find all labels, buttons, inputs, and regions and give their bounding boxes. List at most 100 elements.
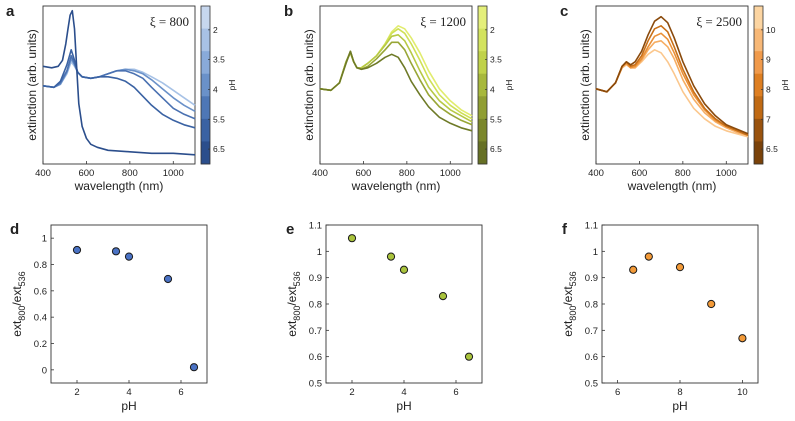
y-tick-label: 0.4 — [34, 313, 47, 324]
data-point — [399, 265, 409, 274]
colorbar-tick-label: 4 — [490, 84, 495, 94]
colorbar-tick-label: 3.5 — [490, 55, 502, 65]
x-tick-label: 600 — [631, 168, 647, 179]
y-label-base1: ext — [285, 320, 299, 337]
data-point — [189, 363, 199, 372]
x-tick-label: 4 — [126, 387, 131, 398]
colorbar-segment — [201, 6, 210, 29]
data-point — [72, 245, 82, 255]
series-line-ph-6_5 — [595, 15, 749, 135]
x-axis-label: wavelength (nm) — [74, 179, 164, 193]
y-label-sub2: 536 — [17, 271, 27, 286]
xi-annotation: ξ = 2500 — [696, 14, 742, 29]
colorbar-tick-label: 6.5 — [213, 144, 225, 154]
y-tick-label: 0.5 — [585, 379, 598, 390]
colorbar-tick-label: 9 — [766, 55, 771, 65]
colorbar-segment — [754, 96, 763, 120]
x-tick-label: 1000 — [440, 168, 461, 179]
y-tick-label: 1.1 — [585, 221, 598, 232]
y-label-sub1: 800 — [17, 306, 27, 321]
xi-annotation: ξ = 800 — [150, 14, 189, 29]
series-line-ph-4 — [42, 55, 196, 120]
colorbar-segment — [754, 141, 763, 165]
x-tick-label: 2 — [74, 387, 79, 398]
y-tick-label: 0.8 — [34, 260, 47, 271]
colorbar-segment — [478, 73, 487, 97]
x-tick-label: 800 — [399, 168, 415, 179]
panel-letter: a — [6, 3, 15, 20]
colorbar-label: pH — [504, 80, 514, 91]
x-tick-label: 6 — [178, 387, 183, 398]
y-tick-label: 1.1 — [309, 221, 322, 232]
panel-letter: e — [286, 221, 294, 238]
y-label-sub1: 800 — [568, 306, 578, 321]
colorbar-segment — [201, 28, 210, 52]
x-axis-label: wavelength (nm) — [627, 179, 717, 193]
y-label-base1: ext — [561, 320, 575, 337]
colorbar-tick-label: 8 — [766, 84, 771, 94]
y-tick-label: 0.7 — [585, 326, 598, 337]
y-tick-label: 1 — [593, 247, 598, 258]
plot-frame-c — [595, 5, 749, 165]
data-point — [738, 334, 747, 343]
plot-frame-e — [325, 224, 483, 384]
colorbar-segment — [201, 118, 210, 142]
y-tick-label: 0.9 — [309, 273, 322, 284]
colorbar-label: pH — [780, 80, 790, 91]
data-point — [163, 274, 173, 284]
colorbar-segment — [478, 6, 487, 29]
x-axis-label: pH — [672, 399, 687, 413]
colorbar-segment — [754, 73, 763, 97]
x-tick-label: 400 — [312, 168, 328, 179]
y-axis-label: extinction (arb. units) — [25, 29, 39, 140]
colorbar-segment — [754, 51, 763, 75]
data-point — [438, 292, 448, 301]
x-tick-label: 600 — [355, 168, 371, 179]
y-label-sub2: 536 — [568, 271, 578, 286]
x-tick-label: 1000 — [716, 168, 737, 179]
x-tick-label: 1000 — [163, 168, 184, 179]
plot-frame-f — [601, 224, 759, 384]
x-tick-label: 8 — [677, 387, 682, 398]
y-label-slash: /ext — [10, 286, 24, 306]
colorbar-segment — [478, 118, 487, 142]
panel-letter: b — [284, 3, 293, 20]
data-point — [707, 299, 716, 309]
colorbar-frame — [200, 5, 211, 165]
x-tick-label: 800 — [122, 168, 138, 179]
y-tick-label: 0.7 — [309, 326, 322, 337]
y-label-slash: /ext — [561, 286, 575, 306]
y-axis-label: extinction (arb. units) — [302, 29, 316, 140]
colorbar-segment — [201, 51, 210, 75]
panel-letter: d — [10, 221, 19, 238]
y-tick-label: 0 — [42, 365, 47, 376]
series-line-ph-6_5 — [319, 50, 473, 132]
y-tick-label: 0.9 — [585, 273, 598, 284]
x-tick-label: 400 — [35, 168, 51, 179]
series-line-ph-6_5 — [42, 9, 196, 156]
colorbar-frame — [477, 5, 488, 165]
x-tick-label: 6 — [453, 387, 458, 398]
plot-frame-a — [42, 5, 196, 165]
x-tick-label: 6 — [615, 387, 620, 398]
colorbar-segment — [201, 96, 210, 120]
colorbar-tick-label: 7 — [766, 114, 771, 124]
x-axis-label: pH — [396, 399, 411, 413]
x-tick-label: 2 — [349, 387, 354, 398]
y-tick-label: 0.6 — [585, 352, 598, 363]
y-axis-label: ext800/ext536 — [561, 271, 578, 336]
data-point — [347, 234, 357, 243]
colorbar-tick-label: 6.5 — [766, 144, 778, 154]
y-tick-label: 0.6 — [34, 286, 47, 297]
colorbar-label: pH — [227, 80, 237, 91]
colorbar-segment — [201, 141, 210, 165]
y-label-sub1: 800 — [292, 306, 302, 321]
xi-annotation: ξ = 1200 — [420, 14, 466, 29]
colorbar-tick-label: 5.5 — [213, 114, 225, 124]
data-point — [124, 252, 134, 261]
colorbar-segment — [754, 118, 763, 142]
data-point — [111, 247, 121, 256]
series-line-ph-5_5 — [42, 49, 196, 129]
colorbar-tick-label: 3.5 — [213, 55, 225, 65]
